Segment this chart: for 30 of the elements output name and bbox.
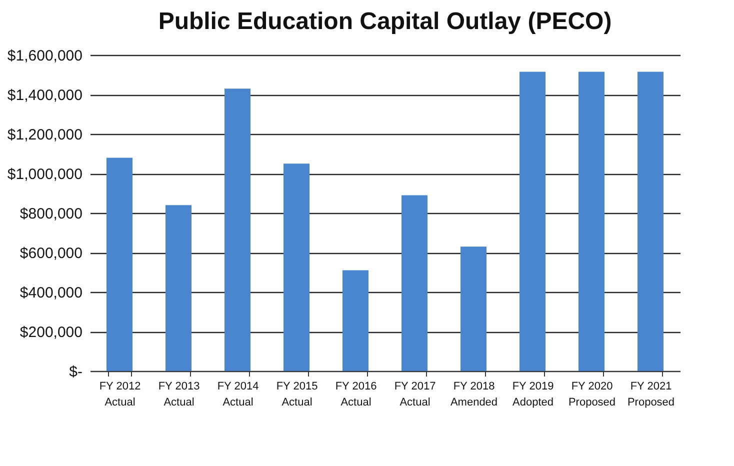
y-tick-label: $1,200,000: [7, 126, 82, 144]
y-tick-label: $400,000: [20, 284, 82, 302]
bar: [224, 88, 250, 371]
x-tick-label: FY 2019 Adopted: [512, 380, 554, 408]
y-tick-label: $800,000: [20, 206, 82, 222]
bar: [578, 72, 604, 371]
chart-title: Public Education Capital Outlay (PECO): [158, 8, 612, 35]
bar: [166, 205, 192, 371]
bar: [520, 72, 546, 371]
y-tick-label: $1,400,000: [7, 87, 82, 104]
bar: [402, 195, 428, 371]
y-tick-label: $1,600,000: [7, 48, 82, 64]
bar: [284, 164, 310, 371]
y-tick-label: $600,000: [20, 245, 82, 262]
bar: [638, 72, 664, 371]
x-tick-label: FY 2012 Actual: [99, 380, 141, 408]
x-tick-label: FY 2021 Proposed: [627, 380, 675, 408]
bar: [342, 270, 368, 371]
x-tick-label: FY 2020 Proposed: [568, 380, 616, 408]
x-tick-label: FY 2013 Actual: [158, 380, 200, 408]
x-tick-label: FY 2016 Actual: [335, 380, 377, 408]
x-tick-label: FY 2017 Actual: [394, 380, 436, 408]
x-tick-label: FY 2014 Actual: [217, 380, 259, 408]
bar: [460, 246, 486, 371]
x-tick-label: FY 2018 Amended: [450, 380, 498, 408]
x-tick-label: FY 2015 Actual: [276, 380, 318, 408]
y-tick-label: $200,000: [20, 324, 82, 341]
bar: [106, 158, 132, 371]
y-tick-label: $-: [69, 364, 82, 380]
y-tick-label: $1,000,000: [7, 166, 82, 183]
